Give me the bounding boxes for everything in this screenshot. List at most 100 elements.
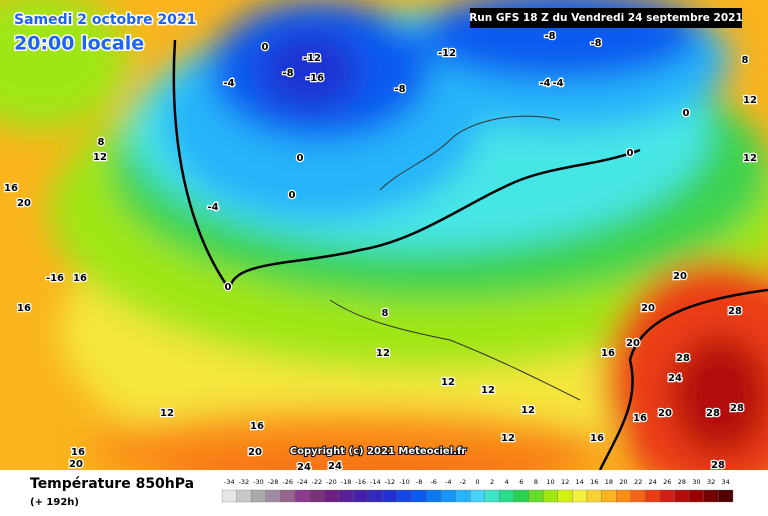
legend-label: -32 (239, 478, 250, 486)
map-label: 8 (98, 137, 105, 148)
map-label: 8 (742, 55, 749, 66)
map-label: 16 (73, 273, 87, 284)
legend-label: -30 (253, 478, 264, 486)
legend-label: -10 (399, 478, 410, 486)
map-label: -4 (223, 78, 234, 89)
coastline (329, 115, 581, 401)
legend-swatch (586, 489, 602, 503)
map-label: 0 (683, 108, 690, 119)
legend-label: -26 (282, 478, 293, 486)
legend-label: -16 (355, 478, 366, 486)
footer-title: Température 850hPa (30, 476, 194, 492)
map-label: 12 (501, 433, 515, 444)
date-label: Samedi 2 octobre 2021 (14, 12, 196, 28)
legend-swatch (616, 489, 631, 503)
map-label: 24 (668, 373, 682, 384)
legend-label: 30 (692, 478, 700, 486)
legend-label: 18 (605, 478, 613, 486)
legend-swatch (470, 489, 485, 503)
legend-label: 14 (576, 478, 584, 486)
map-label: 28 (711, 460, 725, 471)
map-label: 12 (521, 405, 535, 416)
map-labels: -12-16-8-8-12-8-8-4 -400 1212800-408121212… (3, 30, 758, 473)
map-label: -8 (590, 38, 601, 49)
legend-label: -22 (312, 478, 323, 486)
map-label: 16 (633, 413, 647, 424)
footer-lead: (+ 192h) (30, 497, 79, 508)
legend-label: 12 (561, 478, 569, 486)
copyright: Copyright (c) 2021 Meteociel.fr (290, 446, 467, 457)
legend-swatch (528, 489, 544, 503)
legend-swatch (367, 489, 383, 503)
map-label: 20 (248, 447, 262, 458)
legend-swatch (572, 489, 588, 503)
map-label: 12 (376, 348, 390, 359)
legend-label: -4 (445, 478, 451, 486)
map-label: -4 (207, 202, 218, 213)
map-label: 28 (730, 403, 744, 414)
run-label: Run GFS 18 Z du Vendredi 24 septembre 20… (469, 12, 743, 24)
map-label: 12 (160, 408, 174, 419)
legend-label: 24 (649, 478, 657, 486)
map-label: 0 (627, 148, 634, 159)
legend-label: -14 (370, 478, 381, 486)
map-label: -4 (552, 78, 563, 89)
map-label: -16 (306, 73, 324, 84)
map-label: 12 (93, 152, 107, 163)
legend-swatch (659, 489, 675, 503)
map-label: -16 (46, 273, 64, 284)
legend-label: -12 (385, 478, 396, 486)
legend-swatch (543, 489, 558, 503)
map-label: 24 (297, 462, 311, 473)
legend-swatch (251, 489, 266, 503)
legend-swatch (280, 489, 296, 503)
legend-label: 2 (490, 478, 494, 486)
map-label: 16 (4, 183, 18, 194)
map-label: 24 (328, 461, 342, 472)
legend-label: -6 (430, 478, 436, 486)
legend-label: -28 (268, 478, 279, 486)
map-label: 16 (601, 348, 615, 359)
legend-swatch (440, 489, 456, 503)
map-label: 16 (590, 433, 604, 444)
legend-swatch (703, 489, 719, 503)
legend-swatch (455, 489, 471, 503)
legend-label: 22 (634, 478, 642, 486)
legend-label: -18 (341, 478, 352, 486)
legend-swatch (513, 489, 529, 503)
map-label: 0 (297, 153, 304, 164)
map-label: 16 (71, 447, 85, 458)
map-label: 12 (481, 385, 495, 396)
legend-swatch (221, 489, 237, 503)
legend-label: 8 (534, 478, 538, 486)
legend-label: -34 (224, 478, 235, 486)
legend-swatch (718, 489, 734, 503)
map-label: 20 (626, 338, 640, 349)
legend-label: 20 (619, 478, 627, 486)
legend-label: 10 (546, 478, 554, 486)
map-label: -8 (282, 68, 293, 79)
map-label: 20 (69, 459, 83, 470)
legend-swatch (324, 489, 339, 503)
legend-label: 0 (475, 478, 479, 486)
legend-swatch (484, 489, 500, 503)
legend-label: -2 (460, 478, 466, 486)
map-label: 20 (658, 408, 672, 419)
legend-swatch (630, 489, 646, 503)
map-label: -12 (303, 53, 321, 64)
map-label: 16 (250, 421, 264, 432)
legend-label: 32 (707, 478, 715, 486)
map-label: -8 (544, 31, 555, 42)
legend-swatch (236, 489, 252, 503)
map-label: -12 (438, 48, 456, 59)
legend-label: -24 (297, 478, 308, 486)
legend-swatch (557, 489, 573, 503)
map-label: -4 (539, 78, 550, 89)
legend-swatch (499, 489, 515, 503)
map-label: 0 (262, 42, 269, 53)
legend-label: -20 (326, 478, 337, 486)
map-label: -8 (394, 84, 405, 95)
map-label: 12 (743, 153, 757, 164)
legend-swatch (309, 489, 325, 503)
legend-swatch (426, 489, 442, 503)
